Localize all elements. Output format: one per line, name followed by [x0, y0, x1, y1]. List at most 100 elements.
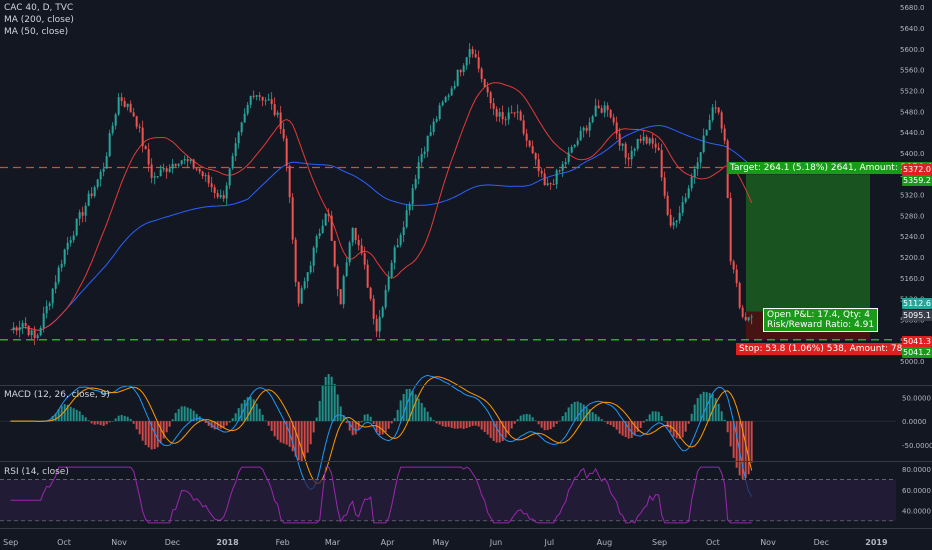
candle-body[interactable] [684, 197, 687, 203]
macd-histogram-bar[interactable] [570, 403, 573, 422]
macd-histogram-bar[interactable] [477, 421, 480, 427]
candle-body[interactable] [387, 276, 390, 290]
candle-body[interactable] [468, 49, 471, 58]
macd-histogram-bar[interactable] [624, 421, 627, 438]
macd-histogram-bar[interactable] [642, 421, 645, 423]
candle-body[interactable] [198, 168, 201, 172]
macd-histogram-bar[interactable] [141, 421, 144, 441]
candle-body[interactable] [294, 239, 297, 283]
candle-body[interactable] [219, 195, 222, 198]
candle-body[interactable] [720, 112, 723, 129]
macd-histogram-bar[interactable] [729, 421, 732, 447]
candle-body[interactable] [501, 112, 504, 120]
macd-histogram-bar[interactable] [612, 421, 615, 428]
candle-body[interactable] [204, 175, 207, 177]
macd-histogram-bar[interactable] [732, 421, 735, 458]
macd-histogram-bar[interactable] [750, 421, 753, 463]
macd-histogram-bar[interactable] [273, 421, 276, 437]
macd-histogram-bar[interactable] [516, 419, 519, 422]
candle-body[interactable] [522, 120, 525, 134]
candle-body[interactable] [111, 125, 114, 134]
macd-histogram-bar[interactable] [717, 403, 720, 422]
candle-body[interactable] [21, 323, 24, 328]
candle-body[interactable] [231, 155, 234, 169]
macd-signal-line[interactable] [10, 376, 753, 484]
candle-body[interactable] [273, 104, 276, 115]
macd-histogram-bar[interactable] [147, 421, 150, 448]
candle-body[interactable] [33, 330, 36, 339]
candle-body[interactable] [420, 154, 423, 163]
candle-body[interactable] [450, 88, 453, 96]
candle-body[interactable] [663, 177, 666, 196]
macd-histogram-bar[interactable] [639, 421, 642, 428]
macd-histogram-bar[interactable] [321, 385, 324, 422]
candle-body[interactable] [240, 122, 243, 133]
macd-histogram-bar[interactable] [666, 421, 669, 428]
candle-body[interactable] [321, 225, 324, 234]
macd-histogram-bar[interactable] [654, 411, 657, 422]
candle-body[interactable] [444, 96, 447, 102]
candle-body[interactable] [588, 122, 591, 131]
candle-body[interactable] [357, 239, 360, 246]
macd-histogram-bar[interactable] [69, 406, 72, 422]
macd-histogram-bar[interactable] [618, 421, 621, 434]
macd-histogram-bar[interactable] [621, 421, 624, 436]
macd-histogram-bar[interactable] [444, 421, 447, 427]
macd-histogram-bar[interactable] [246, 397, 249, 422]
macd-histogram-bar[interactable] [60, 405, 63, 422]
candle-body[interactable] [177, 163, 180, 166]
macd-histogram-bar[interactable] [54, 413, 57, 422]
candle-body[interactable] [183, 159, 186, 161]
candle-body[interactable] [252, 95, 255, 97]
macd-histogram-bar[interactable] [261, 414, 264, 422]
candle-body[interactable] [117, 97, 120, 115]
candle-body[interactable] [438, 105, 441, 120]
macd-histogram-bar[interactable] [372, 421, 375, 424]
candle-body[interactable] [360, 245, 363, 254]
candle-body[interactable] [141, 127, 144, 147]
candle-body[interactable] [714, 107, 717, 109]
macd-histogram-bar[interactable] [531, 417, 534, 422]
macd-histogram-bar[interactable] [123, 415, 126, 422]
macd-histogram-bar[interactable] [696, 398, 699, 422]
candle-body[interactable] [315, 236, 318, 248]
candle-body[interactable] [279, 112, 282, 129]
candle-body[interactable] [90, 193, 93, 197]
macd-histogram-bar[interactable] [168, 421, 171, 427]
candle-body[interactable] [558, 170, 561, 172]
candle-body[interactable] [633, 148, 636, 151]
candle-body[interactable] [144, 146, 147, 150]
candle-body[interactable] [165, 168, 168, 172]
macd-histogram-bar[interactable] [741, 421, 744, 480]
macd-histogram-bar[interactable] [162, 421, 165, 439]
candle-body[interactable] [516, 111, 519, 113]
macd-histogram-bar[interactable] [216, 421, 219, 430]
candle-body[interactable] [480, 68, 483, 80]
macd-histogram-bar[interactable] [93, 421, 96, 425]
macd-line[interactable] [10, 374, 753, 497]
candle-body[interactable] [192, 159, 195, 169]
macd-histogram-bar[interactable] [486, 421, 489, 435]
candle-body[interactable] [507, 112, 510, 120]
macd-histogram-bar[interactable] [255, 403, 258, 422]
candle-body[interactable] [612, 117, 615, 123]
macd-histogram-bar[interactable] [192, 410, 195, 422]
macd-histogram-bar[interactable] [213, 421, 216, 430]
macd-histogram-bar[interactable] [333, 383, 336, 422]
macd-histogram-bar[interactable] [66, 404, 69, 422]
candle-body[interactable] [489, 92, 492, 104]
macd-histogram-bar[interactable] [291, 421, 294, 452]
macd-histogram-bar[interactable] [690, 413, 693, 422]
macd-histogram-bar[interactable] [567, 407, 570, 422]
candle-body[interactable] [465, 57, 468, 66]
candle-body[interactable] [363, 253, 366, 265]
macd-histogram-bar[interactable] [150, 421, 153, 450]
candle-body[interactable] [282, 128, 285, 139]
macd-histogram-bar[interactable] [57, 409, 60, 422]
candle-body[interactable] [432, 121, 435, 133]
macd-histogram-bar[interactable] [180, 406, 183, 422]
macd-histogram-bar[interactable] [678, 421, 681, 439]
macd-histogram-bar[interactable] [585, 407, 588, 422]
macd-histogram-bar[interactable] [435, 421, 438, 424]
